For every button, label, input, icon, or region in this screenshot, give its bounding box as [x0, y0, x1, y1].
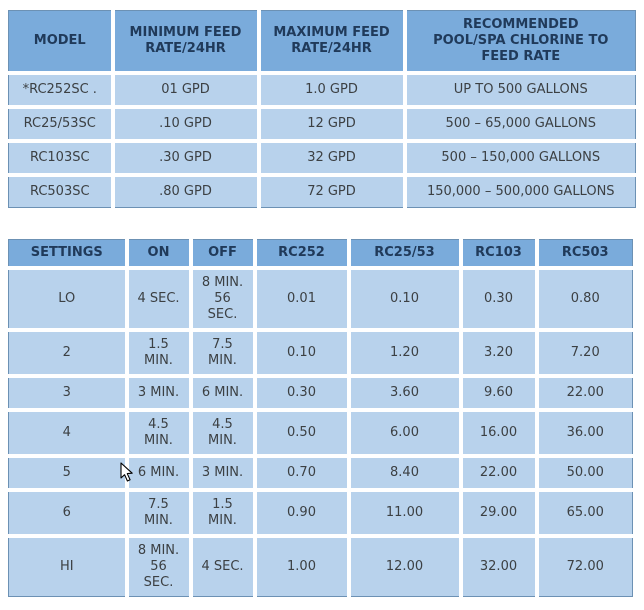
row-header-cell: RC25/53SC [8, 107, 115, 143]
table-row: *RC252SC . 01 GPD 1.0 GPD UP TO 500 GALLONS [8, 73, 636, 109]
table-cell: 16.00 [460, 410, 539, 458]
row-header-cell: 6 [8, 490, 129, 538]
table-cell: 22.00 [460, 456, 539, 492]
settings-table: SETTINGS ON OFF RC252 RC25/53 RC103 RC503 LO 4 … [8, 239, 633, 597]
table-row: 2 1.5 MIN. 7.5 MIN. 0.10 1.20 3.20 7.20 [8, 330, 633, 378]
table-cell: 9.60 [460, 376, 539, 412]
column-header: MODEL [8, 10, 115, 75]
table-cell: 3.20 [460, 330, 539, 378]
table-cell: 150,000 – 500,000 GALLONS [404, 175, 636, 208]
table-cell: 6 MIN. [126, 456, 193, 492]
table-cell: 3 MIN. [126, 376, 193, 412]
table-cell: 32.00 [460, 536, 539, 597]
table-cell: 1.00 [254, 536, 351, 597]
row-header-cell: *RC252SC . [8, 73, 115, 109]
table-cell: 1.5 MIN. [190, 490, 257, 538]
table-cell: 0.90 [254, 490, 351, 538]
table-cell: .80 GPD [112, 175, 261, 208]
table-cell: 6 MIN. [190, 376, 257, 412]
table-cell: 72.00 [536, 536, 633, 597]
table-cell: 500 – 150,000 GALLONS [404, 141, 636, 177]
row-header-cell: LO [8, 268, 129, 332]
table-row: LO 4 SEC. 8 MIN. 56 SEC. 0.01 0.10 0.30 0.80 [8, 268, 633, 332]
table-cell: 0.10 [348, 268, 463, 332]
row-header-cell: 3 [8, 376, 129, 412]
row-header-cell: RC503SC [8, 175, 115, 208]
column-header: RC25/53 [348, 239, 463, 270]
table-cell: 4.5 MIN. [190, 410, 257, 458]
table-cell: .10 GPD [112, 107, 261, 143]
table-cell: 0.50 [254, 410, 351, 458]
column-header: ON [126, 239, 193, 270]
table-cell: 0.10 [254, 330, 351, 378]
table-cell: 7.5 MIN. [126, 490, 193, 538]
table-cell: 29.00 [460, 490, 539, 538]
table-cell: 4 SEC. [126, 268, 193, 332]
table-cell: 3.60 [348, 376, 463, 412]
table-cell: 0.80 [536, 268, 633, 332]
table-cell: .30 GPD [112, 141, 261, 177]
table-row: 6 7.5 MIN. 1.5 MIN. 0.90 11.00 29.00 65.00 [8, 490, 633, 538]
column-header: SETTINGS [8, 239, 129, 270]
column-header: OFF [190, 239, 257, 270]
column-header: RC103 [460, 239, 539, 270]
table-cell: 0.70 [254, 456, 351, 492]
table-cell: 22.00 [536, 376, 633, 412]
table-cell: 1.0 GPD [258, 73, 407, 109]
table-cell: 8 MIN. 56 SEC. [190, 268, 257, 332]
table-cell: 12.00 [348, 536, 463, 597]
table-cell: 4.5 MIN. [126, 410, 193, 458]
table-cell: 6.00 [348, 410, 463, 458]
table-cell: 1.5 MIN. [126, 330, 193, 378]
settings-header-row: SETTINGS ON OFF RC252 RC25/53 RC103 RC503 [8, 239, 633, 270]
table-cell: 0.30 [254, 376, 351, 412]
table-cell: 7.5 MIN. [190, 330, 257, 378]
table-row: 4 4.5 MIN. 4.5 MIN. 0.50 6.00 16.00 36.00 [8, 410, 633, 458]
table-cell: 7.20 [536, 330, 633, 378]
row-header-cell: HI [8, 536, 129, 597]
row-header-cell: 4 [8, 410, 129, 458]
column-header: RECOMMENDED POOL/SPA CHLORINE TO FEED RA… [404, 10, 636, 75]
table-cell: 01 GPD [112, 73, 261, 109]
table-cell: 11.00 [348, 490, 463, 538]
table-cell: 32 GPD [258, 141, 407, 177]
column-header: RC503 [536, 239, 633, 270]
table-cell: 50.00 [536, 456, 633, 492]
table-cell: 8 MIN. 56 SEC. [126, 536, 193, 597]
table-row: RC25/53SC .10 GPD 12 GPD 500 – 65,000 GALLO… [8, 107, 636, 143]
table-cell: 12 GPD [258, 107, 407, 143]
feed-rate-header-row: MODEL MINIMUM FEED RATE/24HR MAXIMUM FEED … [8, 10, 636, 75]
table-cell: 0.01 [254, 268, 351, 332]
column-header: MINIMUM FEED RATE/24HR [112, 10, 261, 75]
column-header: MAXIMUM FEED RATE/24HR [258, 10, 407, 75]
table-cell: 72 GPD [258, 175, 407, 208]
table-row: HI 8 MIN. 56 SEC. 4 SEC. 1.00 12.00 32.00 72.0… [8, 536, 633, 597]
table-cell: 0.30 [460, 268, 539, 332]
column-header: RC252 [254, 239, 351, 270]
table-row: RC103SC .30 GPD 32 GPD 500 – 150,000 GALLON… [8, 141, 636, 177]
table-cell: 65.00 [536, 490, 633, 538]
table-cell: 4 SEC. [190, 536, 257, 597]
table-cell: 1.20 [348, 330, 463, 378]
table-cell: 3 MIN. [190, 456, 257, 492]
row-header-cell: 5 [8, 456, 129, 492]
feed-rate-table: MODEL MINIMUM FEED RATE/24HR MAXIMUM FEED … [8, 10, 636, 208]
table-cell: 36.00 [536, 410, 633, 458]
row-header-cell: 2 [8, 330, 129, 378]
row-header-cell: RC103SC [8, 141, 115, 177]
table-cell: 500 – 65,000 GALLONS [404, 107, 636, 143]
table-cell: UP TO 500 GALLONS [404, 73, 636, 109]
table-cell: 8.40 [348, 456, 463, 492]
table-row: RC503SC .80 GPD 72 GPD 150,000 – 500,000 GA… [8, 175, 636, 208]
